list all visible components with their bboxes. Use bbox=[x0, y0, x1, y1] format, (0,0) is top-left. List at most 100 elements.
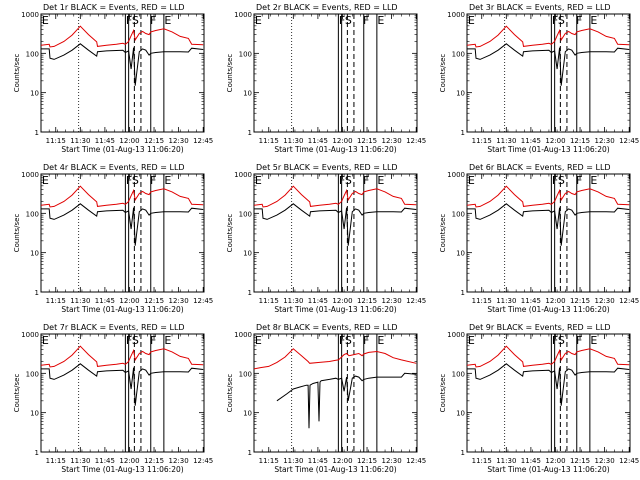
x-tick-label: 12:30 bbox=[382, 457, 402, 465]
region-label: S bbox=[558, 334, 565, 347]
panel-5: Det 5r BLACK = Events, RED = LLD 1 10 100 10… bbox=[226, 163, 426, 314]
region-label: E bbox=[590, 334, 597, 347]
y-tick-label: 10 bbox=[456, 410, 465, 418]
x-tick-label: 11:15 bbox=[472, 457, 492, 465]
x-tick-label: 12:00 bbox=[545, 137, 565, 145]
y-axis-label: Counts/sec bbox=[13, 54, 21, 93]
x-tick-label: 12:15 bbox=[144, 297, 164, 305]
x-tick-label: 11:45 bbox=[521, 457, 541, 465]
y-tick-label: 100 bbox=[239, 50, 252, 58]
region-label: S bbox=[132, 14, 139, 27]
panel-9: Det 9r BLACK = Events, RED = LLD 1 10 100 10… bbox=[439, 323, 639, 474]
x-tick-label: 12:00 bbox=[119, 297, 139, 305]
region-label: S bbox=[132, 174, 139, 187]
events-series-line bbox=[254, 203, 417, 246]
y-tick-label: 10 bbox=[456, 250, 465, 258]
y-tick-label: 100 bbox=[239, 210, 252, 218]
x-tick-label: 12:30 bbox=[595, 137, 615, 145]
x-tick-label: 11:45 bbox=[95, 297, 115, 305]
y-tick-label: 100 bbox=[26, 210, 39, 218]
x-axis-label: Start Time (01-Aug-13 11:06:20) bbox=[274, 465, 396, 474]
x-tick-label: 12:15 bbox=[570, 297, 590, 305]
y-tick-label: 1 bbox=[35, 129, 39, 137]
region-label: E bbox=[468, 14, 475, 27]
y-tick-label: 100 bbox=[26, 370, 39, 378]
y-axis-label: Counts/sec bbox=[439, 374, 447, 413]
x-axis-label: Start Time (01-Aug-13 11:06:20) bbox=[274, 145, 396, 154]
y-tick-label: 10 bbox=[30, 250, 39, 258]
region-label: F bbox=[339, 174, 345, 187]
region-label: E bbox=[42, 334, 49, 347]
lld-series-line bbox=[466, 345, 630, 368]
region-label: F bbox=[150, 334, 156, 347]
y-tick-label: 1 bbox=[461, 289, 465, 297]
x-tick-label: 12:00 bbox=[332, 297, 352, 305]
region-label: E bbox=[255, 14, 262, 27]
region-label: S bbox=[558, 174, 565, 187]
region-label: F bbox=[552, 334, 558, 347]
x-tick-label: 12:45 bbox=[619, 297, 639, 305]
region-label: F bbox=[552, 174, 558, 187]
region-label: F bbox=[576, 334, 582, 347]
panel-7: Det 7r BLACK = Events, RED = LLD 1 10 100 10… bbox=[13, 323, 213, 474]
x-tick-label: 11:45 bbox=[308, 457, 328, 465]
plot-frame bbox=[253, 13, 418, 133]
x-tick-label: 11:15 bbox=[472, 137, 492, 145]
y-tick-label: 1 bbox=[35, 289, 39, 297]
plot-frame bbox=[253, 173, 418, 293]
x-tick-label: 11:30 bbox=[70, 137, 90, 145]
lld-series-line bbox=[466, 185, 630, 208]
x-tick-label: 11:30 bbox=[70, 297, 90, 305]
x-tick-label: 12:30 bbox=[169, 297, 189, 305]
region-label: S bbox=[558, 14, 565, 27]
x-tick-label: 11:15 bbox=[46, 297, 66, 305]
x-axis-label: Start Time (01-Aug-13 11:06:20) bbox=[61, 465, 183, 474]
y-tick-label: 1000 bbox=[234, 331, 252, 339]
y-tick-label: 1000 bbox=[447, 331, 465, 339]
x-tick-label: 12:15 bbox=[357, 297, 377, 305]
region-label: F bbox=[363, 14, 369, 27]
x-tick-label: 11:30 bbox=[496, 457, 516, 465]
x-tick-label: 11:15 bbox=[472, 297, 492, 305]
y-axis-label: Counts/sec bbox=[13, 214, 21, 253]
region-label: S bbox=[132, 334, 139, 347]
plot-frame bbox=[40, 13, 205, 133]
region-label: F bbox=[363, 174, 369, 187]
x-tick-label: 12:00 bbox=[119, 137, 139, 145]
y-tick-label: 10 bbox=[30, 410, 39, 418]
lld-series-line bbox=[40, 25, 204, 48]
y-tick-label: 10 bbox=[30, 90, 39, 98]
region-label: F bbox=[339, 334, 345, 347]
region-label: F bbox=[126, 334, 132, 347]
x-axis-label: Start Time (01-Aug-13 11:06:20) bbox=[487, 305, 609, 314]
x-tick-label: 12:15 bbox=[357, 457, 377, 465]
plot-frame bbox=[253, 333, 418, 453]
region-label: E bbox=[255, 334, 262, 347]
panel-1: Det 1r BLACK = Events, RED = LLD 1 10 100 10… bbox=[13, 3, 213, 154]
region-label: E bbox=[377, 14, 384, 27]
region-label: S bbox=[345, 174, 352, 187]
x-tick-label: 12:30 bbox=[382, 137, 402, 145]
x-tick-label: 11:30 bbox=[70, 457, 90, 465]
x-tick-label: 11:45 bbox=[521, 137, 541, 145]
x-tick-label: 12:00 bbox=[545, 297, 565, 305]
y-tick-label: 1 bbox=[461, 129, 465, 137]
region-label: F bbox=[339, 14, 345, 27]
region-label: F bbox=[126, 14, 132, 27]
x-tick-label: 12:45 bbox=[619, 137, 639, 145]
x-tick-label: 11:15 bbox=[46, 457, 66, 465]
panel-title: Det 6r BLACK = Events, RED = LLD bbox=[469, 163, 611, 172]
region-label: E bbox=[590, 174, 597, 187]
x-tick-label: 12:30 bbox=[169, 137, 189, 145]
y-tick-label: 1000 bbox=[447, 171, 465, 179]
region-label: E bbox=[164, 174, 171, 187]
y-axis-label: Counts/sec bbox=[439, 54, 447, 93]
region-label: E bbox=[42, 14, 49, 27]
y-tick-label: 1 bbox=[35, 449, 39, 457]
y-tick-label: 100 bbox=[452, 370, 465, 378]
x-tick-label: 11:45 bbox=[521, 297, 541, 305]
x-tick-label: 12:15 bbox=[570, 137, 590, 145]
y-tick-label: 10 bbox=[243, 250, 252, 258]
region-label: F bbox=[576, 174, 582, 187]
